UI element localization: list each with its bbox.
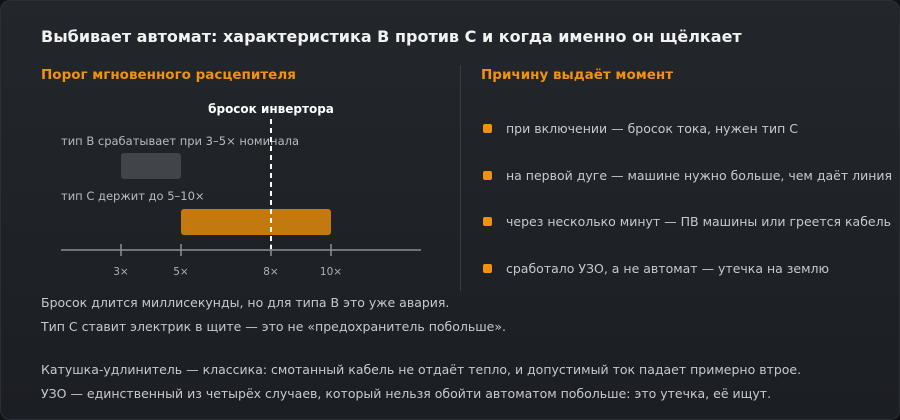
trip-threshold-diagram: 3× 5× 8× 10× тип B срабатывает при 3–5× номи… <box>61 102 421 278</box>
column-divider <box>460 65 461 291</box>
bar-b-label: тип B срабатывает при 3–5× номинала <box>61 134 299 148</box>
tick-label: 3× <box>113 266 128 278</box>
list-item: сработало УЗО, а не автомат — утечка на … <box>481 259 892 306</box>
bullet-icon <box>483 124 492 133</box>
tick-label: 5× <box>173 266 188 278</box>
tick-label: 8× <box>263 266 278 278</box>
list-item: на первой дуге — машине нужно больше, че… <box>481 166 892 213</box>
cause-text: через несколько минут — ПВ машины или гр… <box>506 214 891 229</box>
bullet-icon <box>483 263 492 273</box>
cause-text: при включении — бросок тока, нужен тип C <box>506 121 798 136</box>
paragraph-2-line-2: УЗО — единственный из четырёх случаев, к… <box>41 386 772 401</box>
list-item: при включении — бросок тока, нужен тип C <box>481 119 892 166</box>
marker-label: бросок инвертора <box>208 102 334 116</box>
causes-list: при включении — бросок тока, нужен тип C… <box>481 119 892 305</box>
bar-c-label: тип C держит до 5–10× <box>61 189 205 203</box>
cause-text: на первой дуге — машине нужно больше, че… <box>506 167 893 183</box>
bar-type-c <box>181 209 331 235</box>
bullet-icon <box>483 170 492 180</box>
right-section-header: Причину выдаёт момент <box>481 67 674 83</box>
paragraph-1: Бросок длится миллисекунды, но для типа … <box>41 291 506 339</box>
paragraph-2-line-1: Катушка-удлинитель — классика: смотанный… <box>41 362 802 377</box>
left-section-header: Порог мгновенного расцепителя <box>41 67 296 83</box>
paragraph-2: Катушка-удлинитель — классика: смотанный… <box>41 358 801 406</box>
page-title: Выбивает автомат: характеристика B проти… <box>41 27 742 46</box>
tick-label: 10× <box>320 266 342 278</box>
bullet-icon <box>483 217 492 226</box>
paragraph-1-line-2: Тип C ставит электрик в щите — это не «п… <box>41 319 506 334</box>
list-item: через несколько минут — ПВ машины или гр… <box>481 212 892 259</box>
bar-type-b <box>121 153 181 179</box>
cause-text: сработало УЗО, а не автомат — утечка на … <box>506 260 830 276</box>
paragraph-1-line-1: Бросок длится миллисекунды, но для типа … <box>41 295 450 310</box>
